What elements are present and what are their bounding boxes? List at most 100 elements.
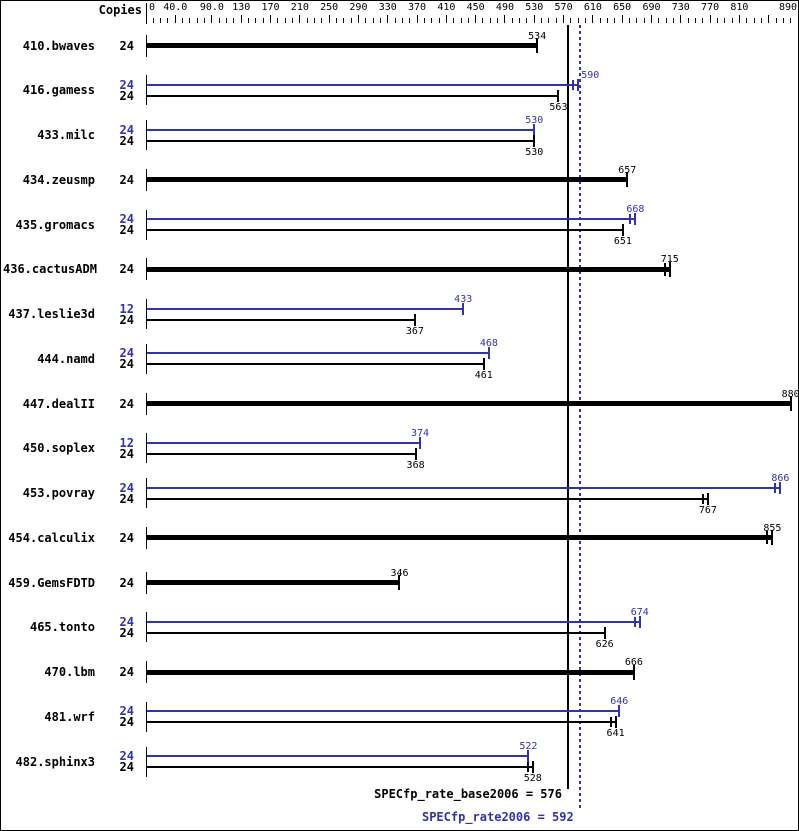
axis-minor-tick — [555, 18, 557, 23]
bar-end-cap — [557, 89, 560, 102]
axis-major-tick — [387, 15, 389, 23]
axis-tick-label: 130 — [232, 2, 251, 13]
base-bar — [147, 669, 634, 675]
axis-major-tick — [738, 15, 740, 23]
run-mark — [774, 482, 777, 493]
row-axis-segment — [146, 746, 147, 777]
bar-value-label: 674 — [630, 606, 649, 618]
axis-minor-tick — [599, 18, 601, 23]
axis-minor-tick — [379, 18, 381, 23]
axis-minor-tick — [775, 18, 777, 23]
axis-origin-line — [146, 3, 147, 24]
axis-major-tick — [680, 15, 682, 23]
run-mark — [629, 214, 632, 224]
axis-minor-tick — [526, 18, 528, 23]
axis-minor-tick — [570, 18, 572, 23]
axis-minor-tick — [511, 18, 513, 23]
axis-minor-tick — [760, 18, 762, 23]
bar-value-label: 563 — [549, 101, 568, 113]
axis-major-tick — [240, 15, 242, 23]
axis-minor-tick — [204, 18, 206, 23]
bar-value-label: 715 — [660, 254, 679, 266]
bar-end-cap — [618, 705, 621, 718]
bar-end-cap — [462, 302, 465, 315]
bar-value-label: 367 — [405, 325, 424, 337]
axis-minor-tick — [753, 18, 755, 23]
axis-minor-tick — [196, 18, 198, 23]
axis-major-tick — [709, 15, 711, 23]
axis-minor-tick — [694, 18, 696, 23]
bar-value-label: 534 — [528, 30, 547, 42]
benchmark-label: 465.tonto — [29, 620, 95, 635]
axis-major-tick — [533, 15, 535, 23]
axis-minor-tick — [577, 18, 579, 23]
bar-end-cap — [577, 78, 580, 91]
bar-value-label: 767 — [698, 504, 717, 516]
peak-bar — [147, 620, 640, 623]
axis-minor-tick — [541, 18, 543, 23]
base-bar — [147, 94, 559, 97]
axis-minor-tick — [343, 18, 345, 23]
axis-major-tick — [621, 15, 623, 23]
copies-label: 24 — [119, 446, 134, 461]
axis-tick-label: 330 — [378, 2, 397, 13]
base-bar — [147, 43, 538, 48]
axis-major-tick — [357, 15, 359, 23]
bar-end-cap — [398, 575, 401, 590]
bar-end-cap — [533, 134, 536, 147]
row-axis-segment — [146, 343, 147, 374]
axis-minor-tick — [167, 18, 169, 23]
bar-value-label: 646 — [610, 696, 629, 708]
axis-tick-label: 490 — [495, 2, 514, 13]
axis-major-tick — [563, 15, 565, 23]
axis-minor-tick — [658, 18, 660, 23]
row-axis-segment — [146, 168, 147, 191]
base-bar — [147, 766, 533, 768]
peak-reference-line — [578, 25, 581, 809]
axis-tick-label: 570 — [554, 2, 573, 13]
row-axis-segment — [146, 701, 147, 732]
axis-minor-tick — [724, 18, 726, 23]
base-bar — [147, 721, 616, 724]
row-axis-segment — [146, 120, 147, 150]
axis-tick-label: 410 — [437, 2, 456, 13]
peak-bar — [147, 83, 579, 86]
bar-end-cap — [527, 750, 530, 762]
axis-minor-tick — [152, 18, 154, 23]
copies-label: 24 — [119, 396, 134, 411]
row-axis-segment — [146, 661, 147, 683]
peak-bar — [147, 486, 781, 489]
bar-end-cap — [638, 615, 641, 628]
copies-label: 24 — [119, 312, 134, 327]
axis-tick-label: 690 — [642, 2, 661, 13]
benchmark-label: 434.zeusmp — [22, 172, 95, 187]
peak-bar — [147, 218, 636, 220]
axis-minor-tick — [277, 18, 279, 23]
axis-minor-tick — [782, 18, 784, 23]
axis-tick-label: 730 — [671, 2, 690, 13]
axis-minor-tick — [482, 18, 484, 23]
axis-minor-tick — [453, 18, 455, 23]
axis-tick-label: 610 — [583, 2, 602, 13]
row-axis-segment — [146, 433, 147, 464]
axis-major-tick — [592, 15, 594, 23]
copies-label: 24 — [119, 760, 134, 774]
copies-label: 24 — [119, 262, 134, 277]
run-mark — [609, 717, 612, 728]
axis-minor-tick — [497, 18, 499, 23]
axis-minor-tick — [284, 18, 286, 23]
benchmark-label: 459.GemsFDTD — [8, 575, 95, 590]
axis-major-tick — [211, 15, 213, 23]
axis-minor-tick — [702, 18, 704, 23]
benchmark-label: 470.lbm — [44, 665, 95, 679]
copies-label: 24 — [119, 212, 134, 226]
axis-minor-tick — [716, 18, 718, 23]
benchmark-label: 416.gamess — [22, 83, 95, 98]
copies-label: 24 — [119, 77, 134, 92]
base-bar — [147, 631, 605, 634]
axis-minor-tick — [248, 18, 250, 23]
axis-major-tick — [445, 15, 447, 23]
peak-bar — [147, 755, 529, 757]
copies-label: 24 — [119, 575, 134, 590]
